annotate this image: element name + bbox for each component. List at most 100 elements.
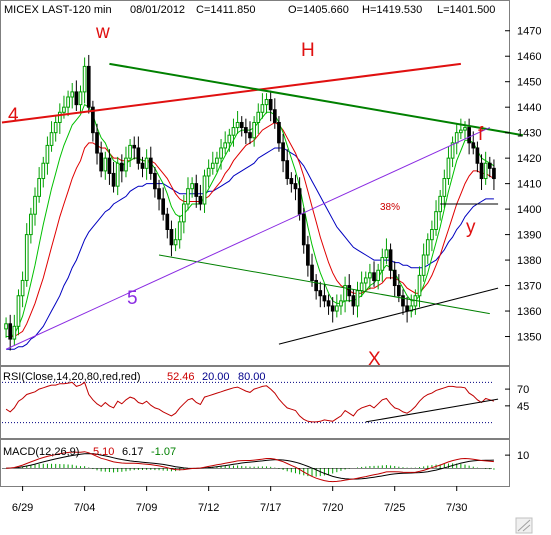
candle-body: [210, 162, 215, 169]
candle-body: [198, 195, 203, 205]
macd-header-label: MACD(12,26,9): [3, 446, 79, 458]
candle-body: [256, 111, 261, 123]
header-high: H=1419.530: [362, 4, 422, 16]
candle-body: [173, 239, 178, 246]
candle-body: [297, 188, 302, 215]
candle-body: [95, 132, 99, 154]
x-tick-label: 7/30: [446, 502, 467, 514]
price-tick-label: 1430: [517, 128, 541, 140]
candle-body: [285, 160, 290, 180]
header-bg: [1, 1, 455, 16]
candle-body: [4, 323, 8, 330]
candle-body: [475, 147, 480, 164]
candle-body: [153, 172, 157, 190]
candle-body: [446, 157, 451, 180]
candle-body: [202, 175, 207, 205]
price-tick-label: 1370: [517, 281, 541, 293]
candle-body: [111, 172, 116, 187]
candle-body: [479, 162, 484, 180]
candle-body: [45, 144, 50, 164]
candle-body: [330, 305, 335, 312]
candle-body: [62, 106, 66, 113]
candle-body: [326, 300, 331, 307]
rsi-tick-label: 70: [517, 384, 529, 396]
candle-body: [165, 213, 170, 230]
macd-header-v1: 5.10: [93, 446, 114, 458]
candle-body: [136, 147, 141, 164]
rsi-header-low: 20.00: [202, 371, 230, 383]
candle-body: [82, 65, 87, 93]
candle-body: [392, 269, 397, 287]
price-tick-label: 1450: [517, 77, 541, 89]
candle-body: [132, 144, 137, 149]
candle-body: [268, 99, 273, 111]
candle-body: [421, 254, 426, 276]
candle-body: [347, 285, 352, 297]
x-tick-label: 7/09: [136, 502, 157, 514]
candle-body: [86, 65, 91, 108]
macd-line: [6, 451, 494, 483]
candle-body: [186, 188, 190, 205]
x-tick-label: 7/17: [260, 502, 281, 514]
candle-body: [70, 91, 75, 98]
candle-body: [119, 162, 124, 172]
candle-body: [471, 142, 476, 149]
candle-body: [169, 228, 174, 246]
candle-body: [372, 272, 376, 281]
rsi-trend-line: [365, 398, 499, 423]
corner-grip-icon: [515, 517, 533, 534]
candle-body: [182, 203, 186, 223]
candle-body: [430, 228, 434, 241]
candle-body: [190, 183, 194, 190]
candle-body: [219, 147, 223, 159]
candle-body: [20, 279, 25, 297]
candle-body: [434, 211, 438, 230]
candle-body: [459, 129, 463, 134]
candle-body: [124, 157, 128, 172]
price-tick-label: 1350: [517, 332, 541, 344]
label-w: w: [95, 22, 110, 43]
candle-body: [310, 264, 314, 281]
candle-body: [115, 162, 120, 187]
candle-body: [107, 157, 112, 174]
candle-body: [396, 285, 401, 297]
candle-body: [12, 325, 17, 340]
candle-body: [289, 178, 294, 185]
candle-body: [272, 109, 277, 123]
trend-lines: [1, 62, 524, 350]
x-tick-label: 7/12: [198, 502, 219, 514]
candle-body: [314, 279, 318, 292]
candle-body: [450, 142, 455, 159]
candle-body: [66, 96, 70, 108]
candle-body: [380, 257, 385, 271]
candle-body: [277, 121, 281, 144]
candle-body: [177, 221, 182, 241]
candle-body: [231, 127, 236, 136]
candle-body: [235, 121, 240, 129]
candle-body: [322, 295, 327, 302]
x-tick-label: 7/20: [322, 502, 343, 514]
candle-body: [227, 134, 232, 144]
candle-body: [343, 285, 347, 302]
label-y: y: [466, 217, 476, 238]
price-tick-label: 1440: [517, 102, 541, 114]
candle-body: [37, 178, 41, 197]
header-open: O=1405.660: [288, 4, 349, 16]
label-H: H: [301, 40, 315, 61]
price-tick-label: 1360: [517, 306, 541, 318]
price-tick-label: 1410: [517, 179, 541, 191]
label-5: 5: [127, 288, 138, 309]
x-tick-label: 7/04: [74, 502, 95, 514]
candle-body: [384, 249, 389, 259]
candle-body: [244, 127, 248, 134]
candle-body: [8, 323, 13, 340]
candle-body: [49, 132, 54, 146]
candle-body: [463, 127, 467, 131]
label-f: f: [478, 124, 484, 145]
candle-body: [376, 269, 381, 281]
candle-body: [405, 305, 409, 312]
candle-body: [128, 144, 132, 159]
rsi-tick-label: 45: [517, 401, 529, 413]
